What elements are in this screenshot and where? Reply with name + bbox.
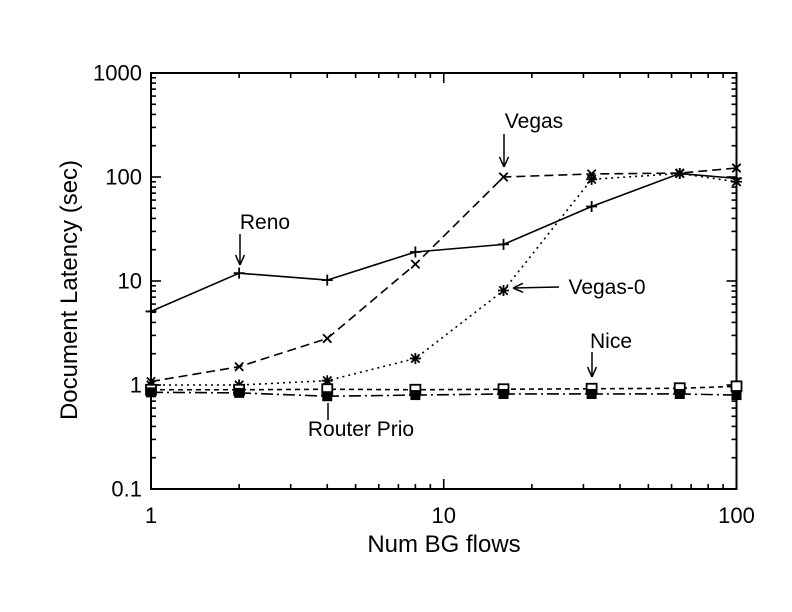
series-router-prio: [146, 387, 742, 402]
series-vegas-0: [145, 168, 742, 391]
annotation-vegas-0: Vegas-0: [512, 276, 646, 299]
x-tick-label: 1: [145, 503, 157, 528]
annotation-label-router-prio: Router Prio: [308, 418, 414, 441]
y-tick-label: 1000: [93, 61, 142, 86]
y-axis-title: Document Latency (sec): [56, 159, 83, 421]
annotation-label-nice: Nice: [590, 330, 632, 353]
tick-marks: [150, 72, 738, 490]
x-tick-label: 10: [432, 503, 456, 528]
y-tick-label: 0.1: [111, 477, 142, 502]
x-tick-label: 100: [718, 503, 755, 528]
y-tick-label: 100: [105, 165, 142, 190]
annotation-label-vegas-0: Vegas-0: [568, 276, 645, 299]
annotation-label-vegas: Vegas: [505, 110, 563, 133]
y-tick-label: 1: [130, 373, 142, 398]
series-reno: [145, 168, 742, 317]
annotation-vegas: Vegas: [498, 110, 563, 168]
annotation-router-prio: Router Prio: [308, 403, 414, 441]
plot-frame: [150, 72, 738, 490]
annotation-reno: Reno: [234, 211, 290, 266]
x-axis-title: Num BG flows: [367, 531, 521, 558]
annotation-label-reno: Reno: [240, 211, 290, 234]
annotation-nice: Nice: [586, 330, 632, 378]
y-tick-label: 10: [118, 269, 142, 294]
